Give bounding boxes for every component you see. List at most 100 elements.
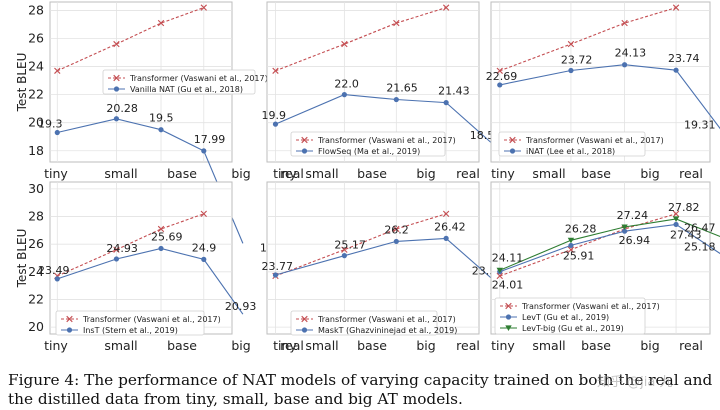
data-label: 22.69 xyxy=(486,70,518,83)
legend-marker xyxy=(66,327,73,333)
y-tick-label: 24 xyxy=(28,59,44,74)
data-point xyxy=(200,210,207,217)
x-tick-label: tiny xyxy=(491,166,515,181)
data-point xyxy=(442,210,450,217)
x-tick-label: base xyxy=(167,166,197,181)
data-point xyxy=(497,82,503,88)
x-tick-label: base xyxy=(357,338,387,353)
data-label: 27.43 xyxy=(670,228,702,241)
y-tick-label: 20 xyxy=(28,319,44,334)
x-tick-label: small xyxy=(104,166,137,181)
data-label: 19.31 xyxy=(684,118,716,131)
x-tick-label: big xyxy=(640,338,659,353)
x-tick-label: base xyxy=(581,338,611,353)
legend: Transformer (Vaswani et al., 2017) LevT (… xyxy=(494,297,660,335)
x-tick-label: real xyxy=(456,166,480,181)
y-axis-label: Test BLEU xyxy=(15,229,29,289)
chart-panel-3: tiny small base big real 22.69 23.72 24.13 23.74… xyxy=(486,1,720,181)
data-point xyxy=(496,272,503,280)
data-point xyxy=(201,256,207,262)
y-tick-label: 26 xyxy=(28,30,44,45)
y-tick-label: 20 xyxy=(28,115,44,130)
x-tick-label: real xyxy=(280,166,304,181)
data-label: 23.72 xyxy=(561,53,593,66)
x-tick-label: real xyxy=(679,166,703,181)
data-label: 27.82 xyxy=(668,201,700,214)
x-tick-label: big xyxy=(416,166,435,181)
data-point xyxy=(341,40,348,48)
data-label: 19.3 xyxy=(38,118,63,131)
x-tick-label: tiny xyxy=(44,166,68,181)
data-point xyxy=(341,246,348,253)
x-tick-label: small xyxy=(305,166,338,181)
data-label: 24.9 xyxy=(192,241,217,254)
x-tick-label: real xyxy=(679,338,703,353)
x-tick-label: small xyxy=(532,338,565,353)
y-tick-label: 22 xyxy=(28,87,44,102)
data-label: 23.74 xyxy=(668,52,700,65)
data-point xyxy=(54,276,60,282)
x-tick-label: big xyxy=(231,338,250,353)
data-point xyxy=(672,4,680,11)
series-line-1 xyxy=(499,7,677,72)
legend-marker xyxy=(509,136,516,144)
data-point xyxy=(621,62,628,68)
data-point xyxy=(157,225,165,233)
data-label: 27.24 xyxy=(617,209,649,222)
data-point xyxy=(621,19,628,27)
legend: Transformer (Vaswani et al., 2017) Vanill… xyxy=(102,69,268,95)
legend-entry: Transformer (Vaswani et al., 2017) xyxy=(317,136,456,145)
data-point xyxy=(443,235,449,241)
legend: Transformer (Vaswani et al., 2017) iNAT (… xyxy=(498,131,664,157)
y-tick-label: 28 xyxy=(28,209,44,224)
x-tick-label: small xyxy=(305,338,338,353)
legend-entry: Transformer (Vaswani et al., 2017) xyxy=(521,302,660,311)
data-point xyxy=(341,253,347,259)
data-point xyxy=(393,96,399,103)
data-point xyxy=(443,100,449,106)
data-label: 19.5 xyxy=(149,112,174,125)
legend: Transformer (Vaswani et al., 2017) MaskT … xyxy=(290,310,457,336)
legend-marker xyxy=(505,325,512,331)
y-tick-label: 24 xyxy=(28,264,44,279)
data-point xyxy=(272,67,279,74)
data-label: 22.0 xyxy=(334,78,359,91)
data-label: 23.77 xyxy=(261,260,293,273)
legend-entry: iNAT (Lee et al., 2018) xyxy=(526,147,615,156)
legend-entry: Transformer (Vaswani et al., 2017) xyxy=(82,315,221,324)
data-label: 21.65 xyxy=(386,82,418,95)
y-tick-label: 28 xyxy=(28,2,44,17)
chart-panel-1: 18 20 22 24 26 28 tiny small base big real Test BLE… xyxy=(15,1,304,254)
data-point xyxy=(158,245,164,252)
data-label: 23.49 xyxy=(38,264,70,277)
x-tick-label: small xyxy=(104,338,137,353)
x-tick-label: tiny xyxy=(491,338,515,353)
data-label: 24.01 xyxy=(492,279,524,292)
legend-marker xyxy=(301,136,308,144)
data-point xyxy=(672,216,680,223)
data-label: 25.69 xyxy=(151,230,183,243)
x-tick-label: base xyxy=(167,338,197,353)
series-line-1 xyxy=(275,7,447,72)
plot-frame xyxy=(266,181,480,335)
data-point xyxy=(442,4,450,11)
x-tick-label: base xyxy=(581,166,611,181)
data-point xyxy=(113,246,120,253)
data-label: 25.18 xyxy=(684,241,716,254)
legend-entry: Transformer (Vaswani et al., 2017) xyxy=(317,315,456,324)
legend-marker xyxy=(505,314,512,320)
data-point xyxy=(567,40,575,48)
series-line-1 xyxy=(499,213,677,277)
data-label: 21.43 xyxy=(438,85,470,98)
chart-panel-4: 20 22 24 26 28 30 tiny small base big real Test BLE… xyxy=(15,181,304,353)
data-label: 26.2 xyxy=(384,223,409,236)
data-label: 25.91 xyxy=(563,249,595,262)
legend-marker xyxy=(505,302,512,310)
data-label: 24.13 xyxy=(615,47,647,60)
chart-panel-6: tiny small base big real 24.01 25.91 26.94 27.43… xyxy=(490,181,720,353)
x-tick-label: small xyxy=(532,166,565,181)
y-tick-label: 18 xyxy=(28,143,44,158)
